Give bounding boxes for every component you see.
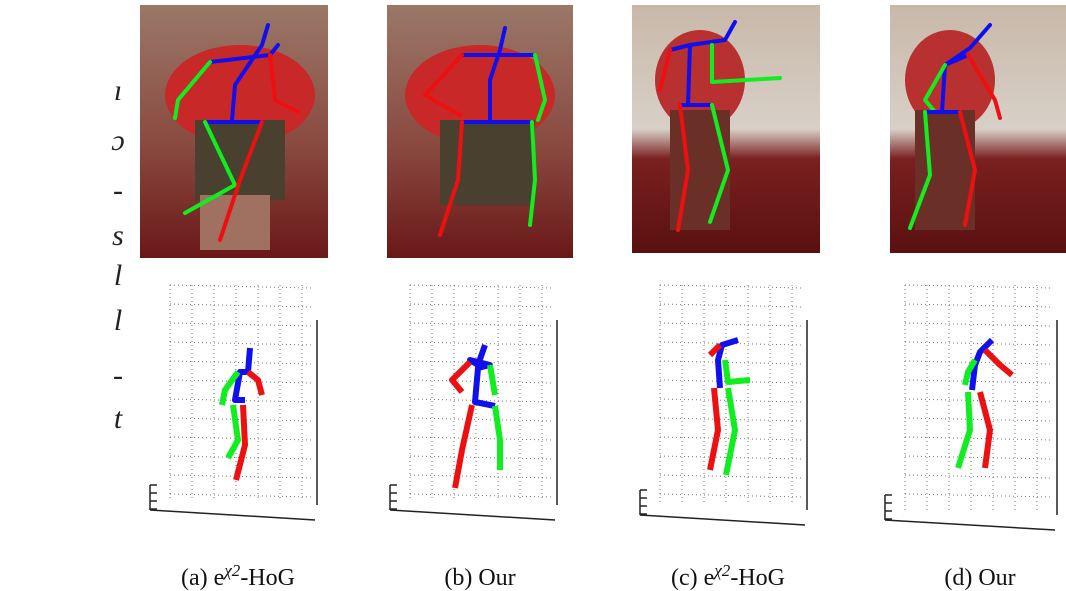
grid-line — [904, 284, 1053, 289]
photo — [632, 5, 820, 253]
grid-line — [409, 474, 553, 479]
pose-plot — [389, 284, 558, 521]
margin-letter: s — [112, 219, 124, 252]
grid-line — [409, 417, 553, 422]
grid-line — [169, 436, 313, 441]
grid-line — [904, 341, 1053, 346]
grid-line — [904, 379, 1053, 384]
caption: (c) eχ2-HoG — [671, 561, 785, 591]
grid-line — [904, 360, 1053, 365]
pose-plot — [639, 284, 808, 526]
grid-line — [409, 341, 553, 346]
caption-text: -HoG — [730, 565, 785, 591]
grid-line — [904, 398, 1053, 403]
caption-text: (c) e — [671, 565, 714, 591]
grid-line — [169, 493, 313, 498]
axis — [149, 509, 316, 521]
margin-letter: ɔ — [111, 124, 124, 157]
grid-line — [659, 303, 803, 308]
caption: (d) Our — [944, 565, 1015, 591]
grid-line — [409, 493, 553, 498]
margin-letter: t — [114, 402, 123, 435]
axis — [639, 514, 806, 526]
grid-line — [169, 303, 313, 308]
grid-line — [904, 474, 1053, 479]
grid-line — [169, 322, 313, 327]
grid-line — [904, 322, 1053, 327]
caption-text: (b) Our — [444, 565, 515, 591]
grid-line — [169, 360, 313, 365]
axis — [389, 509, 556, 521]
margin-letter: - — [113, 359, 123, 392]
margin-letter: ı — [114, 74, 122, 107]
grid-line — [659, 284, 803, 289]
margin-letter: - — [113, 174, 123, 207]
grid-line — [904, 455, 1053, 460]
grid-line — [169, 474, 313, 479]
grid-line — [904, 417, 1053, 422]
caption-text: (d) Our — [944, 565, 1015, 591]
photo — [387, 5, 573, 258]
grid-line — [659, 322, 803, 327]
photo — [890, 5, 1066, 253]
grid-line — [904, 303, 1053, 308]
grid-line — [659, 493, 803, 498]
grid-line — [409, 379, 553, 384]
grid-line — [169, 284, 313, 289]
margin-text: ıɔ-sll-t — [111, 74, 124, 435]
grid-line — [904, 493, 1053, 498]
grid-line — [409, 322, 553, 327]
grid-line — [904, 436, 1053, 441]
margin-letter: l — [114, 259, 122, 292]
axis — [884, 519, 1056, 531]
caption-text: (a) e — [181, 565, 224, 591]
margin-letter: l — [114, 304, 122, 337]
caption-text: -HoG — [240, 565, 295, 591]
captions: (a) eχ2-HoG (b) Our (c) eχ2-HoG (d) Our — [181, 561, 1016, 591]
grid-line — [409, 284, 553, 289]
photo — [140, 5, 328, 258]
grid-line — [659, 474, 803, 479]
grid-line — [409, 303, 553, 308]
grid-line — [169, 341, 313, 346]
caption: (a) eχ2-HoG — [181, 561, 295, 591]
pose-plot — [149, 284, 318, 521]
grid-line — [659, 360, 803, 365]
caption-superscript: χ2 — [222, 561, 240, 580]
grid-line — [409, 455, 553, 460]
caption-superscript: χ2 — [712, 561, 730, 580]
pose-plot — [884, 284, 1058, 531]
caption: (b) Our — [444, 565, 515, 591]
grid-line — [409, 436, 553, 441]
